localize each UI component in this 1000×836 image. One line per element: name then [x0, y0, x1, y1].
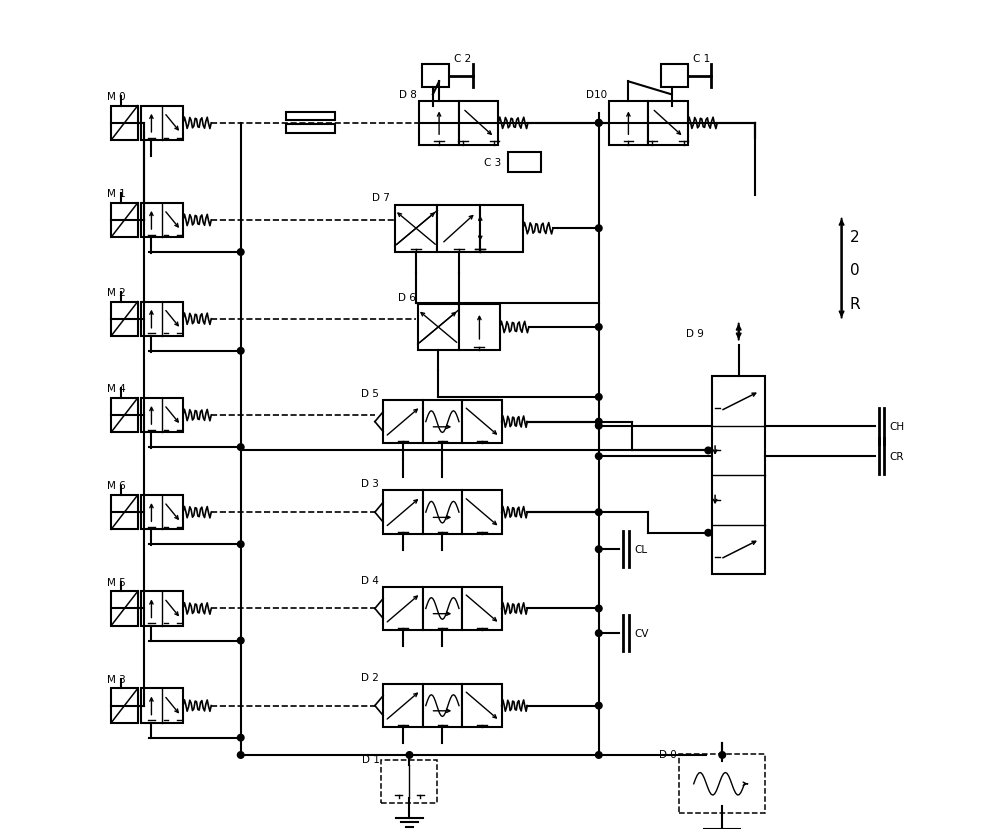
Circle shape: [595, 702, 602, 709]
Bar: [609, 102, 648, 145]
Text: CR: CR: [889, 451, 904, 461]
Bar: [383, 400, 423, 444]
Bar: [423, 587, 462, 630]
Text: M 3: M 3: [107, 674, 126, 684]
Bar: [712, 377, 765, 574]
Bar: [286, 125, 335, 134]
Circle shape: [595, 423, 602, 430]
Circle shape: [595, 324, 602, 331]
Text: CL: CL: [634, 544, 647, 554]
Circle shape: [595, 120, 602, 127]
Circle shape: [705, 447, 712, 454]
Bar: [462, 684, 502, 727]
Circle shape: [595, 509, 602, 516]
Text: M 2: M 2: [107, 288, 126, 298]
Bar: [459, 305, 500, 350]
Text: M 4: M 4: [107, 384, 126, 394]
Bar: [383, 491, 423, 534]
Circle shape: [237, 541, 244, 548]
Text: C 2: C 2: [454, 54, 471, 64]
Bar: [395, 206, 437, 252]
Bar: [459, 102, 498, 145]
Text: C 3: C 3: [484, 158, 502, 168]
Bar: [422, 65, 449, 89]
Circle shape: [595, 605, 602, 612]
Text: D10: D10: [586, 90, 607, 100]
Circle shape: [595, 752, 602, 758]
Circle shape: [406, 752, 413, 758]
Circle shape: [719, 752, 726, 758]
Bar: [111, 398, 138, 433]
Text: R: R: [850, 297, 860, 312]
Bar: [383, 684, 423, 727]
Circle shape: [595, 453, 602, 460]
Text: M 6: M 6: [107, 481, 126, 491]
Bar: [141, 203, 183, 238]
Text: D 4: D 4: [361, 575, 379, 585]
Bar: [111, 496, 138, 530]
Bar: [286, 113, 335, 121]
Bar: [423, 684, 462, 727]
Bar: [480, 206, 523, 252]
Bar: [141, 496, 183, 530]
Text: D 9: D 9: [686, 329, 704, 339]
Circle shape: [237, 444, 244, 451]
Text: 2: 2: [850, 230, 859, 245]
Circle shape: [237, 638, 244, 644]
Text: D 8: D 8: [399, 90, 417, 100]
Text: D 5: D 5: [361, 389, 379, 399]
Bar: [391, 765, 428, 798]
Circle shape: [595, 419, 602, 426]
Text: M 0: M 0: [107, 92, 126, 102]
Bar: [141, 689, 183, 723]
Bar: [691, 762, 754, 807]
Bar: [111, 689, 138, 723]
Bar: [111, 203, 138, 238]
Circle shape: [237, 752, 244, 758]
Text: D 0: D 0: [659, 749, 677, 759]
Circle shape: [237, 735, 244, 741]
Bar: [462, 491, 502, 534]
Bar: [508, 153, 541, 173]
Bar: [141, 106, 183, 140]
Text: D 1: D 1: [362, 754, 380, 763]
Text: C 1: C 1: [693, 54, 710, 64]
Circle shape: [595, 226, 602, 232]
Circle shape: [595, 630, 602, 637]
Bar: [462, 400, 502, 444]
Circle shape: [595, 546, 602, 553]
Circle shape: [705, 530, 712, 537]
Text: M 1: M 1: [107, 189, 126, 199]
Bar: [111, 106, 138, 140]
Bar: [141, 302, 183, 337]
Bar: [418, 305, 459, 350]
Text: D 2: D 2: [361, 672, 379, 682]
Bar: [141, 592, 183, 626]
Bar: [383, 587, 423, 630]
Bar: [437, 206, 480, 252]
Circle shape: [237, 348, 244, 354]
Text: 0: 0: [850, 263, 859, 278]
Bar: [111, 302, 138, 337]
Text: M 5: M 5: [107, 577, 126, 587]
Text: CH: CH: [889, 421, 905, 431]
Bar: [423, 400, 462, 444]
Bar: [661, 65, 688, 89]
Text: D 7: D 7: [372, 193, 390, 203]
Bar: [111, 592, 138, 626]
Circle shape: [237, 249, 244, 256]
Bar: [679, 754, 765, 813]
Text: CV: CV: [634, 629, 649, 639]
Bar: [419, 102, 459, 145]
Bar: [141, 398, 183, 433]
Bar: [423, 491, 462, 534]
Circle shape: [595, 394, 602, 400]
Text: D 6: D 6: [398, 293, 416, 303]
Circle shape: [595, 120, 602, 127]
Text: D 3: D 3: [361, 479, 379, 489]
Bar: [462, 587, 502, 630]
Bar: [648, 102, 688, 145]
Bar: [381, 760, 437, 803]
